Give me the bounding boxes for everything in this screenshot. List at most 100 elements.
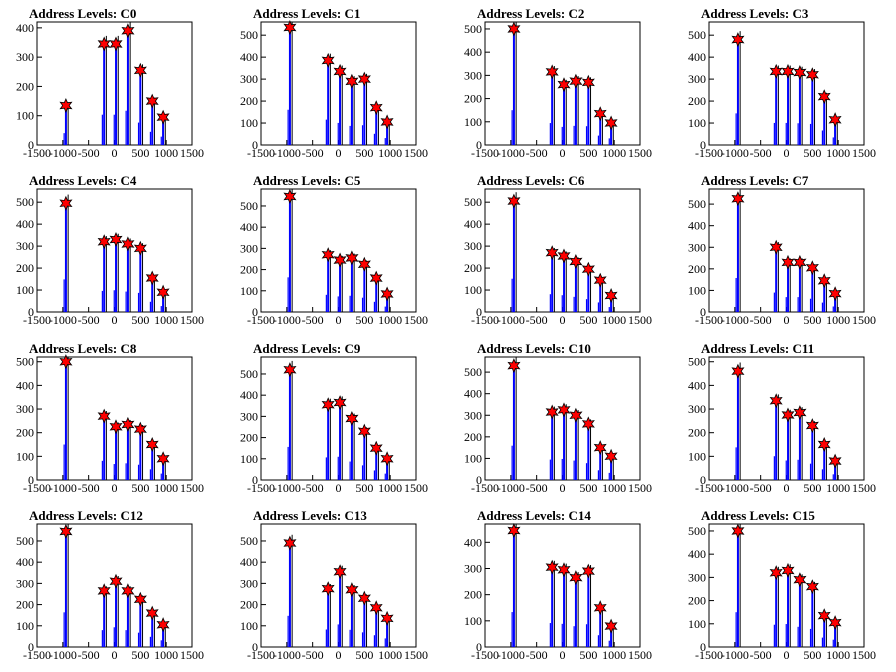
peak-marker xyxy=(581,261,595,277)
chart-title: Address Levels: C2 xyxy=(477,6,584,21)
peak-marker xyxy=(805,260,819,276)
peak-marker xyxy=(805,418,819,434)
peak-marker xyxy=(507,193,521,209)
y-tick-label: 200 xyxy=(240,263,258,277)
y-tick-label: 300 xyxy=(16,576,34,590)
x-tick-label: 1500 xyxy=(628,146,652,160)
chart-title: Address Levels: C10 xyxy=(477,341,591,356)
peak-marker xyxy=(581,563,595,579)
peak-marker xyxy=(333,63,347,79)
peak-marker xyxy=(828,286,842,302)
x-tick-label: -1500 xyxy=(23,481,51,495)
x-tick-label: -1000 xyxy=(497,481,525,495)
y-tick-label: 0 xyxy=(700,640,706,654)
x-tick-label: 1000 xyxy=(826,481,850,495)
y-tick-label: 100 xyxy=(240,284,258,298)
peak-marker xyxy=(283,188,297,204)
x-tick-label: -1500 xyxy=(23,146,51,160)
y-tick-label: 500 xyxy=(688,197,706,211)
y-tick-label: 400 xyxy=(240,50,258,64)
y-tick-label: 500 xyxy=(464,365,482,379)
y-tick-label: 0 xyxy=(476,138,482,152)
peak-marker xyxy=(156,451,170,467)
x-tick-label: -500 xyxy=(750,313,772,327)
peak-marker xyxy=(545,404,559,420)
peak-marker xyxy=(345,410,359,427)
y-tick-label: 0 xyxy=(252,305,258,319)
y-tick-label: 500 xyxy=(16,195,34,209)
x-tick-label: -1500 xyxy=(695,481,723,495)
x-tick-label: -1500 xyxy=(247,313,275,327)
peak-marker xyxy=(369,600,383,616)
y-tick-label: 100 xyxy=(688,116,706,130)
y-tick-label: 300 xyxy=(240,409,258,423)
y-tick-label: 500 xyxy=(688,355,706,369)
y-tick-label: 500 xyxy=(688,524,706,538)
peak-marker xyxy=(793,254,807,270)
y-tick-label: 200 xyxy=(464,261,482,275)
plot-frame xyxy=(708,188,865,313)
y-tick-label: 100 xyxy=(688,449,706,463)
peak-marker xyxy=(817,608,831,624)
y-tick-label: 400 xyxy=(16,555,34,569)
y-tick-label: 400 xyxy=(240,220,258,234)
peak-marker xyxy=(793,64,807,81)
y-tick-label: 300 xyxy=(688,72,706,86)
y-tick-label: 200 xyxy=(688,94,706,108)
chart-panel: Address Levels: C90100200300400500-1500-… xyxy=(240,341,428,495)
x-tick-label: 1500 xyxy=(180,146,204,160)
y-tick-label: 300 xyxy=(240,576,258,590)
peak-marker xyxy=(59,97,73,114)
peak-marker xyxy=(380,610,394,626)
chart-panel: Address Levels: C20100200300400500-1500-… xyxy=(464,6,652,160)
x-tick-label: -500 xyxy=(302,648,324,662)
x-tick-label: -1500 xyxy=(471,313,499,327)
y-tick-label: 400 xyxy=(464,387,482,401)
y-tick-label: 500 xyxy=(240,199,258,213)
y-tick-label: 300 xyxy=(464,68,482,82)
x-tick-label: -1500 xyxy=(471,481,499,495)
y-tick-label: 100 xyxy=(16,619,34,633)
peak-marker xyxy=(345,582,359,598)
x-tick-label: 1500 xyxy=(180,481,204,495)
chart-panel: Address Levels: C10100200300400500-1500-… xyxy=(240,6,428,160)
peak-marker xyxy=(731,363,745,379)
x-tick-label: 1500 xyxy=(404,146,428,160)
x-tick-label: 1000 xyxy=(378,313,402,327)
x-tick-label: 500 xyxy=(803,313,821,327)
peak-marker xyxy=(581,74,595,90)
peak-marker xyxy=(545,559,559,575)
peak-marker xyxy=(593,106,607,122)
x-tick-label: 1000 xyxy=(154,313,178,327)
peak-marker xyxy=(357,71,371,87)
peak-marker xyxy=(545,245,559,261)
y-tick-label: 0 xyxy=(28,473,34,487)
y-tick-label: 300 xyxy=(240,72,258,86)
x-tick-label: 1500 xyxy=(180,313,204,327)
y-tick-label: 300 xyxy=(464,408,482,422)
x-tick-label: -500 xyxy=(78,481,100,495)
y-tick-label: 0 xyxy=(252,138,258,152)
x-tick-label: 500 xyxy=(355,313,373,327)
peak-marker xyxy=(793,405,807,421)
peak-marker xyxy=(59,195,73,211)
peak-marker xyxy=(817,436,831,453)
peak-marker xyxy=(321,52,335,68)
y-tick-label: 300 xyxy=(16,50,34,64)
peak-marker xyxy=(121,23,135,39)
chart-panel: Address Levels: C30100200300400500-1500-… xyxy=(688,6,876,160)
peak-marker xyxy=(97,408,111,424)
y-tick-label: 300 xyxy=(16,239,34,253)
y-tick-label: 200 xyxy=(688,426,706,440)
plot-frame xyxy=(260,188,417,313)
x-tick-label: 500 xyxy=(579,313,597,327)
x-tick-label: -500 xyxy=(78,146,100,160)
chart-panel: Address Levels: C12 0 100 200 300 400 500 -1500… xyxy=(16,508,204,662)
peak-marker xyxy=(321,397,335,413)
peak-marker xyxy=(781,562,795,578)
x-tick-label: 0 xyxy=(336,481,342,495)
y-tick-label: 200 xyxy=(240,431,258,445)
y-tick-label: 400 xyxy=(688,219,706,233)
plot-frame xyxy=(484,188,641,313)
peak-marker xyxy=(59,523,73,539)
